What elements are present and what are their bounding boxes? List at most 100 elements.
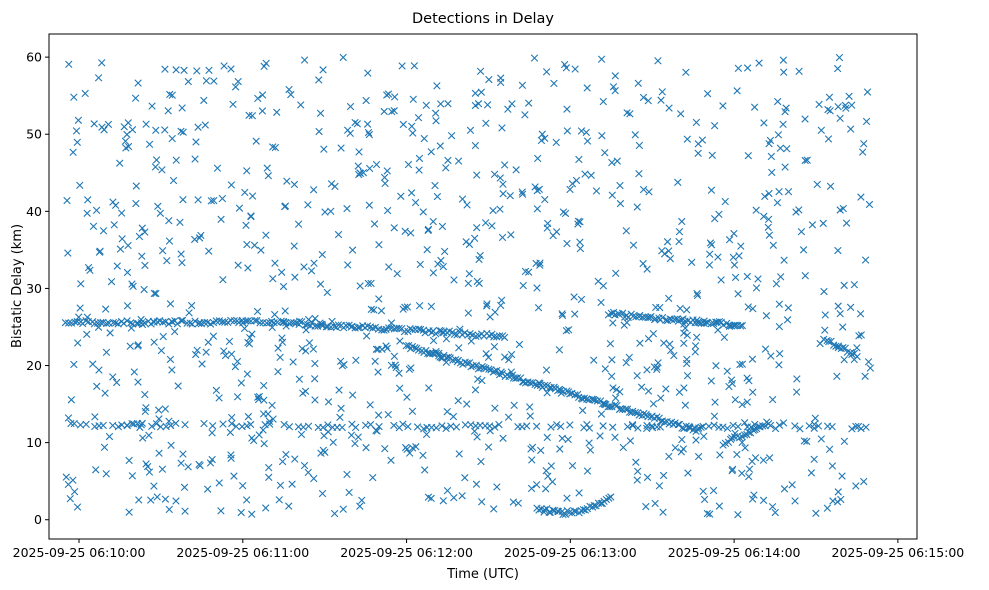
data-point [225, 337, 234, 346]
data-point [147, 496, 155, 504]
data-point [278, 457, 287, 466]
data-point [842, 219, 851, 227]
data-point [681, 324, 689, 332]
data-point [639, 185, 648, 194]
data-point [327, 180, 336, 188]
data-point [540, 506, 549, 514]
data-point [354, 323, 362, 332]
data-point [601, 148, 609, 157]
data-point [466, 126, 475, 134]
data-point [791, 422, 799, 430]
data-point [291, 273, 299, 281]
data-point [824, 105, 832, 114]
data-point [760, 212, 768, 221]
data-point [244, 412, 253, 421]
data-point [184, 77, 192, 86]
data-point [191, 350, 200, 359]
data-point [639, 259, 647, 268]
data-point [611, 72, 619, 80]
data-point [298, 344, 306, 353]
data-point [70, 93, 78, 101]
data-point [608, 356, 616, 364]
data-point [640, 409, 648, 418]
data-point [636, 339, 644, 347]
data-point [95, 248, 104, 256]
data-point [572, 176, 581, 185]
data-point [725, 236, 734, 244]
data-point [652, 303, 660, 312]
data-point [210, 77, 218, 85]
data-point [620, 321, 628, 329]
data-point [693, 289, 701, 298]
data-point [408, 407, 417, 416]
data-point [240, 324, 249, 333]
data-point [528, 443, 537, 451]
data-point [738, 469, 746, 478]
data-point [842, 104, 850, 112]
data-point [380, 326, 388, 334]
data-point [439, 497, 448, 505]
data-point [178, 258, 186, 267]
data-point [200, 96, 208, 105]
data-point [518, 188, 526, 196]
data-point [336, 357, 345, 366]
data-point [748, 495, 757, 503]
data-point [743, 272, 751, 281]
data-point [279, 317, 288, 326]
data-point [408, 342, 417, 351]
data-point [64, 319, 73, 327]
data-point [541, 381, 549, 390]
data-point [138, 434, 147, 442]
data-point [429, 336, 438, 345]
data-point [351, 439, 359, 448]
data-point [499, 180, 507, 188]
data-point [611, 86, 619, 95]
data-point [390, 352, 399, 360]
data-point [555, 346, 564, 354]
data-point [471, 89, 480, 97]
data-point [515, 340, 524, 349]
data-point [580, 394, 589, 402]
data-point [811, 414, 819, 422]
data-point [845, 92, 853, 100]
data-point [723, 424, 732, 433]
data-point [73, 138, 81, 147]
data-point [577, 295, 586, 304]
data-point [233, 357, 242, 366]
data-point [508, 100, 516, 108]
data-point [157, 346, 166, 355]
data-point [134, 79, 142, 87]
data-point [177, 459, 185, 467]
data-point [800, 437, 808, 445]
data-points [61, 53, 875, 519]
data-point [438, 422, 446, 430]
data-point [801, 156, 809, 165]
data-point [729, 253, 737, 262]
data-point [833, 372, 841, 380]
data-point [821, 326, 829, 334]
data-point [862, 117, 871, 126]
data-point [783, 144, 791, 153]
data-point [810, 420, 819, 428]
data-point [238, 481, 247, 490]
data-point [82, 420, 90, 428]
y-tick-label: 60 [26, 50, 42, 65]
data-point [302, 326, 310, 334]
data-point [562, 64, 571, 72]
data-point [181, 507, 189, 515]
data-point [346, 102, 355, 111]
data-point [761, 192, 769, 201]
data-point [343, 126, 352, 134]
data-point [491, 423, 499, 431]
data-point [265, 473, 273, 482]
data-point [196, 318, 204, 327]
data-point [613, 157, 621, 165]
data-point [633, 476, 641, 484]
data-point [449, 356, 457, 364]
data-point [476, 251, 484, 260]
data-point [190, 235, 199, 244]
data-point [675, 228, 684, 236]
data-point [705, 261, 714, 269]
data-point [662, 385, 670, 393]
data-point [396, 384, 404, 392]
